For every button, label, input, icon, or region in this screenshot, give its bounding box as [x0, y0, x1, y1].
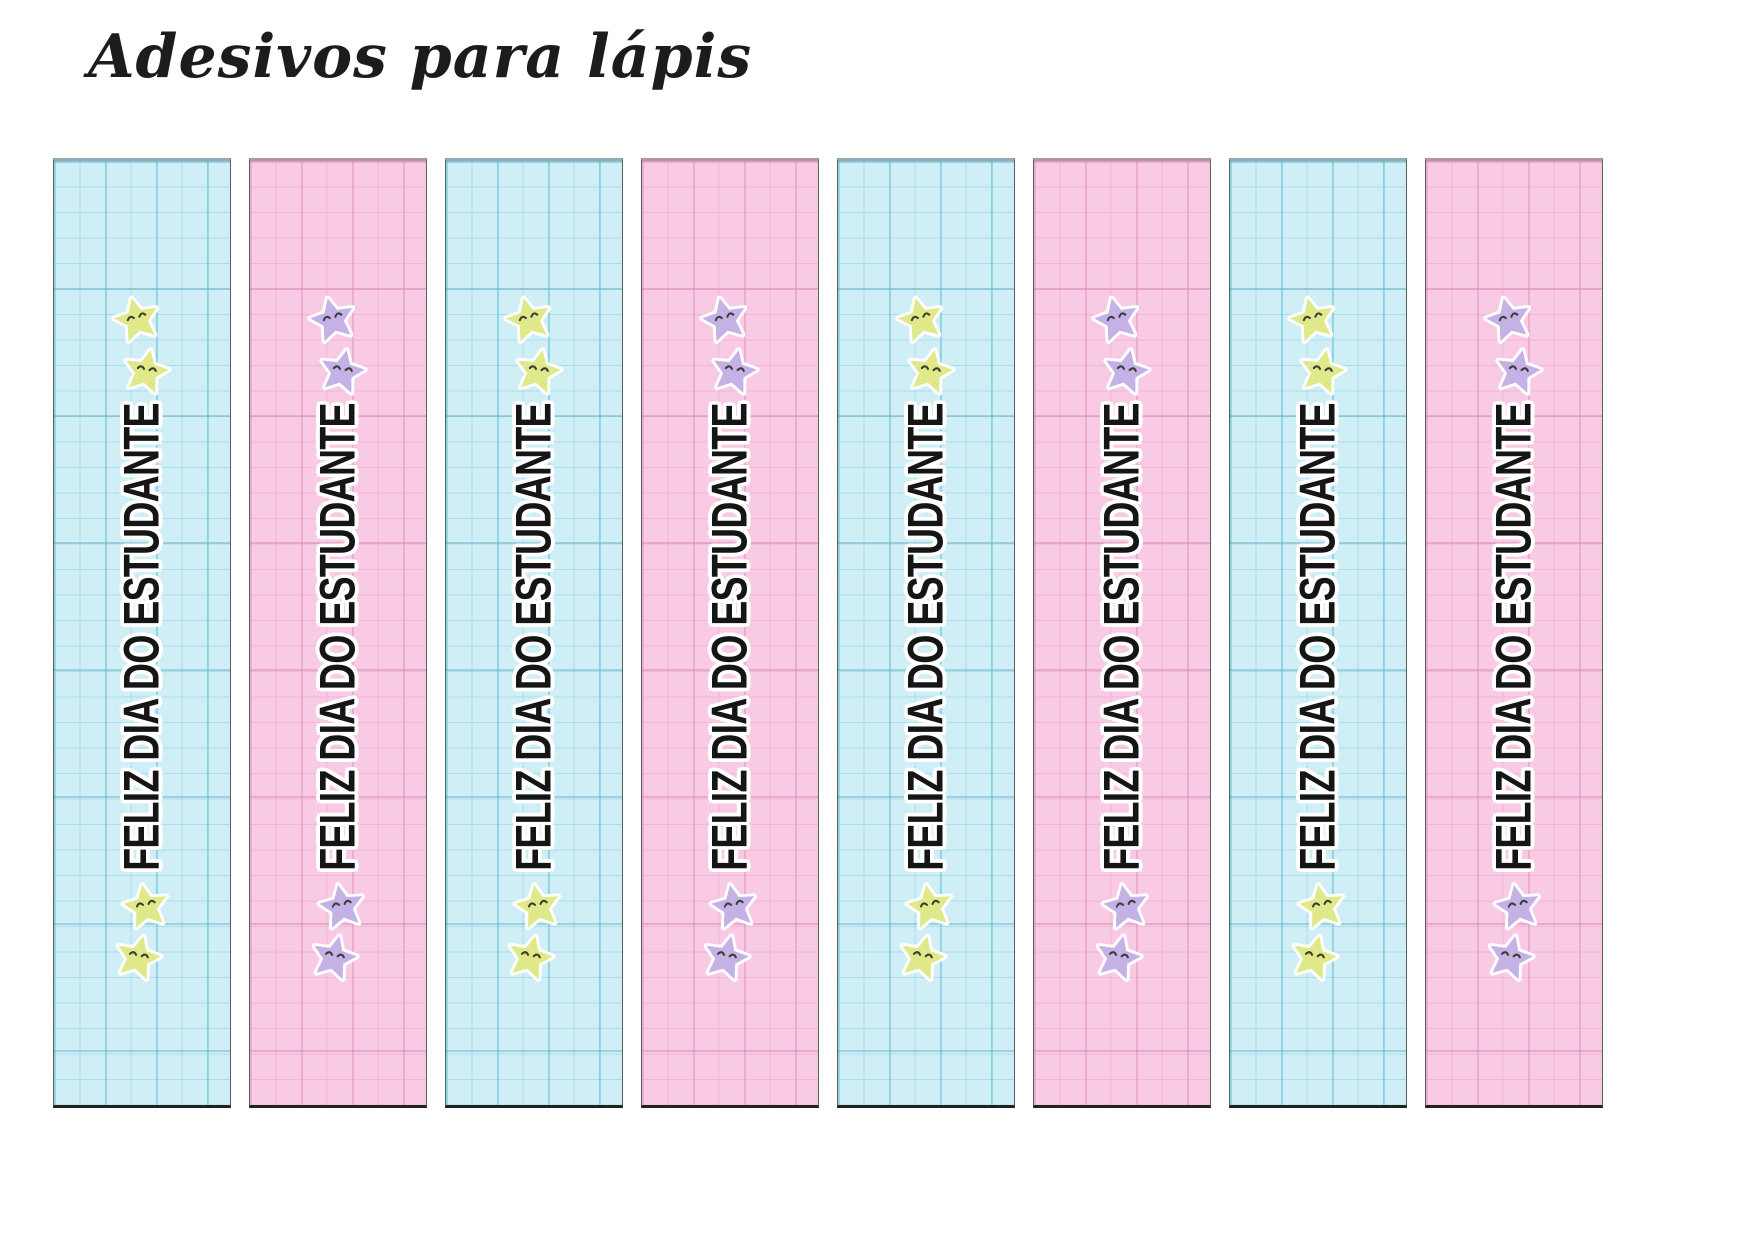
star-icon: [1487, 341, 1549, 403]
star-icon: [105, 288, 168, 351]
strip-label-wrap: FELIZ DIA DO ESTUDANTE: [1426, 399, 1602, 875]
strip-label-wrap: FELIZ DIA DO ESTUDANTE: [54, 399, 230, 875]
star-icon: [1085, 288, 1148, 351]
page-title: Adesivos para lápis: [88, 22, 753, 92]
strip-label: FELIZ DIA DO ESTUDANTE: [1094, 403, 1150, 871]
star-icon: [1478, 926, 1541, 989]
star-icon: [1291, 341, 1353, 403]
star-icon: [1095, 341, 1157, 403]
star-icon: [311, 341, 373, 403]
star-icon: [1282, 926, 1345, 989]
star-icon: [115, 341, 177, 403]
pencil-sticker-strip-3: FELIZ DIA DO ESTUDANTE: [445, 158, 623, 1108]
strip-label: FELIZ DIA DO ESTUDANTE: [114, 403, 170, 871]
strip-label-wrap: FELIZ DIA DO ESTUDANTE: [1230, 399, 1406, 875]
star-icon: [899, 341, 961, 403]
star-icon: [497, 288, 560, 351]
strip-label: FELIZ DIA DO ESTUDANTE: [898, 403, 954, 871]
strip-label: FELIZ DIA DO ESTUDANTE: [506, 403, 562, 871]
pencil-sticker-strip-6: FELIZ DIA DO ESTUDANTE: [1033, 158, 1211, 1108]
star-icon: [693, 288, 756, 351]
star-icon: [1281, 288, 1344, 351]
star-icon: [106, 926, 169, 989]
star-icon: [1086, 926, 1149, 989]
pencil-sticker-strip-4: FELIZ DIA DO ESTUDANTE: [641, 158, 819, 1108]
pencil-sticker-strip-8: FELIZ DIA DO ESTUDANTE: [1425, 158, 1603, 1108]
strip-label: FELIZ DIA DO ESTUDANTE: [1486, 403, 1542, 871]
star-icon: [302, 926, 365, 989]
pencil-sticker-strip-7: FELIZ DIA DO ESTUDANTE: [1229, 158, 1407, 1108]
strip-label: FELIZ DIA DO ESTUDANTE: [1290, 403, 1346, 871]
pencil-sticker-strip-1: FELIZ DIA DO ESTUDANTE: [53, 158, 231, 1108]
strip-label-wrap: FELIZ DIA DO ESTUDANTE: [642, 399, 818, 875]
strip-label-wrap: FELIZ DIA DO ESTUDANTE: [446, 399, 622, 875]
strip-label-wrap: FELIZ DIA DO ESTUDANTE: [838, 399, 1014, 875]
star-icon: [498, 926, 561, 989]
strip-label-wrap: FELIZ DIA DO ESTUDANTE: [1034, 399, 1210, 875]
strip-label: FELIZ DIA DO ESTUDANTE: [310, 403, 366, 871]
pencil-sticker-strip-5: FELIZ DIA DO ESTUDANTE: [837, 158, 1015, 1108]
pencil-sticker-strip-2: FELIZ DIA DO ESTUDANTE: [249, 158, 427, 1108]
star-icon: [301, 288, 364, 351]
strip-label-wrap: FELIZ DIA DO ESTUDANTE: [250, 399, 426, 875]
star-icon: [703, 341, 765, 403]
strip-label: FELIZ DIA DO ESTUDANTE: [702, 403, 758, 871]
star-icon: [507, 341, 569, 403]
star-icon: [694, 926, 757, 989]
star-icon: [1477, 288, 1540, 351]
star-icon: [890, 926, 953, 989]
star-icon: [889, 288, 952, 351]
